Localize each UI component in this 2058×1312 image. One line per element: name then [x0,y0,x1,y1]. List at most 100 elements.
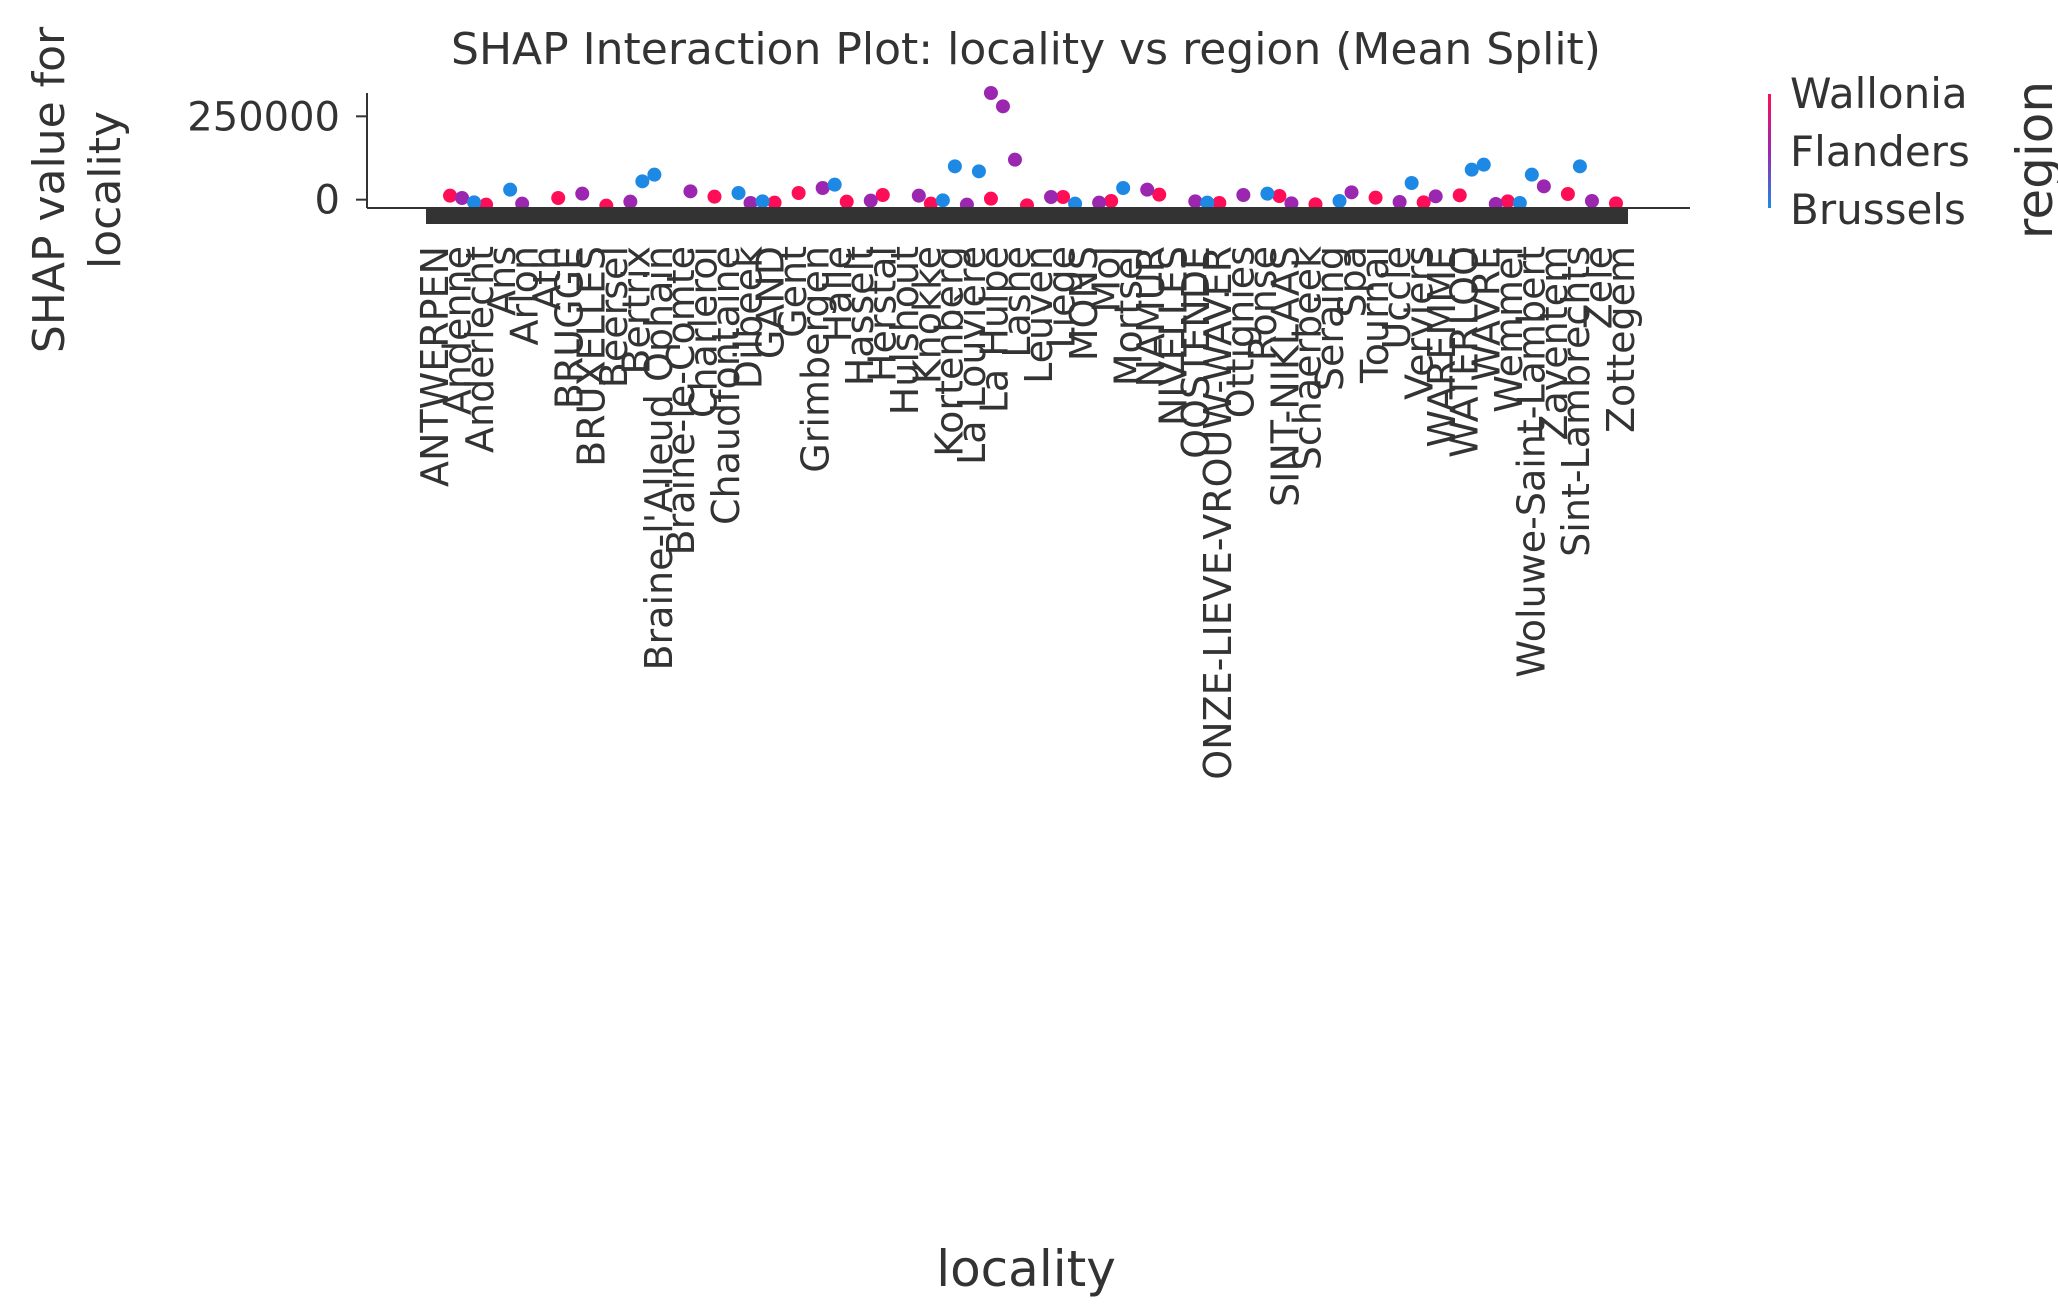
data-point-wallonia [791,186,806,200]
x-axis-label: locality [936,1240,1116,1298]
y-axis-label: SHAP value for locality [24,26,131,353]
legend: Wallonia Flanders Brussels region [1768,69,2058,239]
data-point-brussels [635,174,650,189]
data-point-flanders [1188,194,1203,209]
legend-entry-flanders: Flanders [1790,127,1970,176]
data-point-flanders [683,184,698,199]
x-tick-label: ONZE-LIEVE-VROUW-WAVER [1196,246,1240,780]
x-tick-label: Anderlecht [458,246,502,453]
x-tick-label: BRUGGE [547,246,591,409]
x-tick-label: OOSTENDE [1174,246,1218,459]
x-tick-label: Ath [525,246,569,310]
data-point-flanders [983,86,998,100]
data-point-wallonia [1368,190,1383,205]
x-tick-label: Dilbeek [726,246,770,389]
data-point-flanders [743,196,758,210]
x-tick-label: MONS [1062,246,1106,361]
x-tick-label: Andenne [435,246,479,415]
x-tick-label: Hulshout [883,246,927,415]
data-point-flanders [1044,190,1059,204]
x-tick-label: Ans [480,246,524,316]
data-point-flanders [1092,195,1107,210]
x-tick-label: Bertrix [614,246,658,375]
x-tick-label: Beersel [592,246,636,388]
x-tick-label: Schaerbeek [1286,246,1330,470]
x-tick-label: Ottignies [1219,246,1263,418]
x-tick-label: Liège [1040,246,1084,349]
x-tick-label: Kortenberg [928,246,972,457]
data-point-wallonia [1056,190,1071,204]
data-point-brussels [935,193,950,208]
data-point-wallonia [1272,189,1287,203]
x-tick-label: Ronse [1241,246,1285,361]
x-tick-label: NAMUR [1129,246,1173,387]
data-point-wallonia [1416,195,1431,210]
data-point-wallonia [1152,187,1167,202]
data-point-wallonia [839,194,854,209]
data-point-brussels [971,164,986,179]
data-point-brussels [1116,181,1131,195]
x-tick-label: La Louvière [950,246,994,465]
data-point-wallonia [1500,194,1515,209]
x-tick-label: La Hulpe [972,246,1016,413]
x-tick-label: Braine-le-Comte [659,246,703,555]
data-point-wallonia [983,191,998,206]
data-point-wallonia [875,188,890,202]
x-tick-label: Charleroi [682,246,726,418]
x-tick-label: BRUXELLES [570,246,614,467]
x-tick-label: Grimbergen [793,246,837,473]
x-tick-label: GAND [749,246,793,359]
x-tick-label: Verviers [1398,246,1442,400]
legend-entries: Wallonia Flanders Brussels [1790,69,1970,234]
x-tick-label: Leuven [1017,246,1061,384]
x-tick-label: Seraing [1308,246,1352,391]
x-tick-label: Sint-Lambrechts [1554,246,1598,557]
data-point-brussels [1260,186,1275,201]
data-point-flanders [1236,188,1251,202]
data-point-flanders [1584,194,1599,208]
data-point-wallonia [1104,194,1119,208]
data-point-brussels [503,182,518,197]
data-point-flanders [863,193,878,208]
data-point-flanders [995,99,1010,114]
chart-title: SHAP Interaction Plot: locality vs regio… [451,24,1601,75]
x-tick-label: Chaudfontaine [704,246,748,525]
x-tick-label: Spa [1330,246,1374,318]
data-point-wallonia [443,188,458,203]
x-tick-label: WATERLOO [1442,246,1486,458]
data-point-brussels [827,177,842,192]
data-point-brussels [731,186,746,200]
x-tick-label: Gent [771,246,815,338]
y-ticks: 0 250000 [187,94,367,224]
x-tick-label: Mortsel [1107,246,1151,386]
data-point-flanders [1007,152,1022,167]
y-tick-label: 0 [315,178,340,224]
x-tick-label: Woluwe-Saint-Lambert [1509,246,1553,678]
legend-entry-wallonia: Wallonia [1790,69,1968,118]
y-axis-label-line-2: locality [80,111,131,269]
legend-colorbar [1768,94,1771,208]
data-point-flanders [575,186,590,201]
x-tick-label: SINT-NIKLAAS [1263,246,1307,507]
data-point-brussels [1524,167,1539,182]
x-tick-label: Zaventem [1532,246,1576,441]
data-point-flanders [815,181,830,195]
data-point-wallonia [1452,188,1467,203]
data-point-brussels [647,167,662,182]
data-point-wallonia [1212,196,1227,210]
x-tick-label: Zottegem [1599,246,1643,433]
data-point-flanders [1392,195,1407,209]
data-point-brussels [467,195,482,210]
data-point-brussels [755,194,770,209]
data-point-wallonia [1608,196,1623,211]
data-point-wallonia [1560,187,1575,201]
x-tick-label: Wemmel [1487,246,1531,413]
data-point-wallonia [767,195,782,210]
data-point-wallonia [707,189,722,204]
data-point-flanders [1284,196,1299,211]
data-point-flanders [1344,185,1359,200]
x-tick-label: Hasselt [838,246,882,386]
data-point-brussels [1512,196,1527,210]
data-point-wallonia [551,191,566,205]
